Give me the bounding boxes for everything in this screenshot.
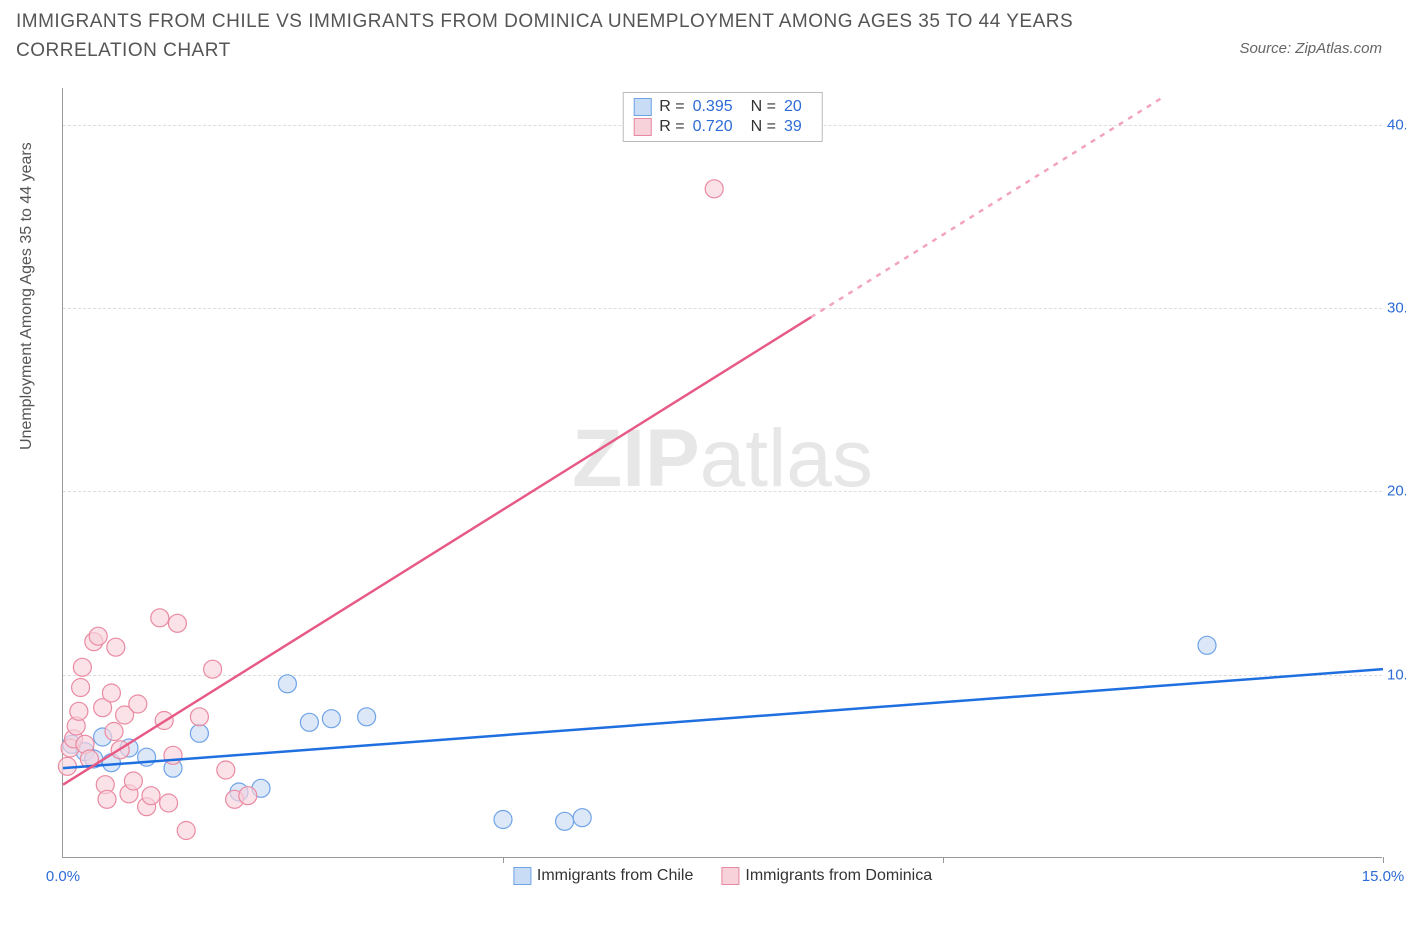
trend-line-dominica-dashed [811,97,1163,317]
data-point [300,713,318,731]
legend-n-label: N = [751,98,776,116]
data-point [358,708,376,726]
trend-line-dominica-solid [63,317,811,785]
data-point [705,180,723,198]
data-point [322,710,340,728]
data-point [98,790,116,808]
legend-n-value: 39 [784,118,802,136]
chart-title: IMMIGRANTS FROM CHILE VS IMMIGRANTS FROM… [16,8,1116,65]
data-point [107,638,125,656]
trend-line-chile [63,669,1383,768]
legend-item: Immigrants from Chile [513,867,693,885]
data-point [190,708,208,726]
y-tick-label: 20.0% [1387,483,1406,500]
data-point [102,684,120,702]
legend-stats: R = 0.395 N = 20 R = 0.720 N = 39 [622,92,823,142]
data-point [129,695,147,713]
x-tick-mark [943,857,944,863]
data-point [556,812,574,830]
data-point [160,794,178,812]
data-point [72,679,90,697]
x-tick-mark [503,857,504,863]
data-point [168,614,186,632]
x-tick-label: 0.0% [46,868,80,885]
data-point [494,811,512,829]
source-credit: Source: ZipAtlas.com [1239,40,1382,57]
legend-stats-row: R = 0.395 N = 20 [633,97,812,117]
data-point [278,675,296,693]
legend-n-value: 20 [784,98,802,116]
x-tick-label: 15.0% [1362,868,1405,885]
legend-n-label: N = [751,118,776,136]
y-tick-label: 40.0% [1387,116,1406,133]
data-point [217,761,235,779]
legend-swatch [633,98,651,116]
legend-label: Immigrants from Dominica [745,867,932,885]
data-point [190,724,208,742]
data-point [204,660,222,678]
legend-r-label: R = [659,98,684,116]
data-point [89,627,107,645]
legend-r-value: 0.720 [693,118,733,136]
data-point [124,772,142,790]
data-point [151,609,169,627]
data-point [239,787,257,805]
legend-swatch [633,118,651,136]
data-point [142,787,160,805]
legend-label: Immigrants from Chile [537,867,693,885]
data-point [105,723,123,741]
legend-stats-row: R = 0.720 N = 39 [633,117,812,137]
data-point [1198,636,1216,654]
legend-bottom: Immigrants from Chile Immigrants from Dom… [513,867,932,885]
y-tick-label: 10.0% [1387,666,1406,683]
plot-area: ZIPatlas 10.0%20.0%30.0%40.0% 0.0%15.0% … [62,88,1382,858]
data-point [177,822,195,840]
y-axis-label: Unemployment Among Ages 35 to 44 years [18,142,36,450]
legend-item: Immigrants from Dominica [721,867,932,885]
legend-r-label: R = [659,118,684,136]
data-point [73,658,91,676]
y-tick-label: 30.0% [1387,300,1406,317]
legend-swatch [721,867,739,885]
chart-svg [63,88,1382,857]
x-tick-mark [1383,857,1384,863]
data-point [70,702,88,720]
data-point [573,809,591,827]
legend-swatch [513,867,531,885]
legend-r-value: 0.395 [693,98,733,116]
